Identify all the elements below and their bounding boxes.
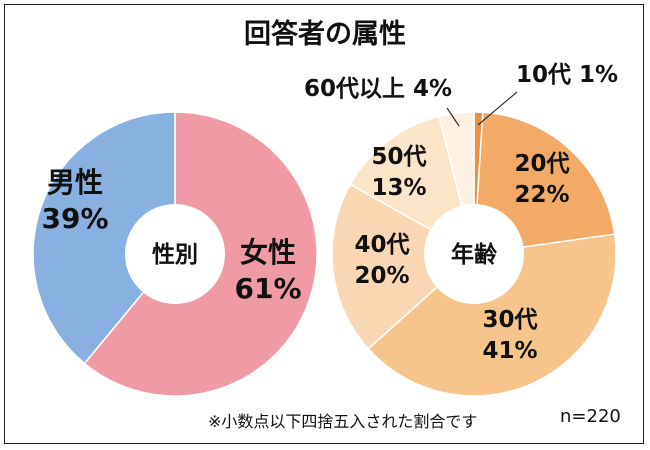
donut-slice [32,111,176,365]
slice-value-label: 22% [514,182,569,208]
sample-size: n=220 [560,406,621,427]
donut-slice [367,233,617,397]
slice-category-label: 50代 [371,144,426,170]
slice-category-label: 40代 [354,232,409,258]
slice-category-label: 女性 [240,236,296,269]
leader-line [446,107,460,127]
donut-slice [331,183,476,350]
slice-category-label: 20代 [514,151,569,177]
chart-title: 回答者の属性 [244,19,406,50]
slice-value-label: 20% [354,263,409,289]
slice-value-label: 41% [482,338,537,364]
donut-center-label: 性別 [152,242,198,268]
donut-hole [125,204,225,304]
footnote: ※小数点以下四捨五入された割合です [208,412,478,431]
slice-category-label: 男性 [47,166,103,199]
slice-value-label: 13% [371,175,426,201]
leader-line [477,91,518,126]
donut-center-label: 年齢 [451,241,497,268]
slice-value-label: 61% [234,272,301,305]
slice-label: 10代 1% [516,62,618,88]
slice-value-label: 39% [41,202,108,235]
slice-label: 60代以上 4% [304,76,452,102]
slice-category-label: 30代 [482,307,537,333]
donut-hole [424,204,524,304]
